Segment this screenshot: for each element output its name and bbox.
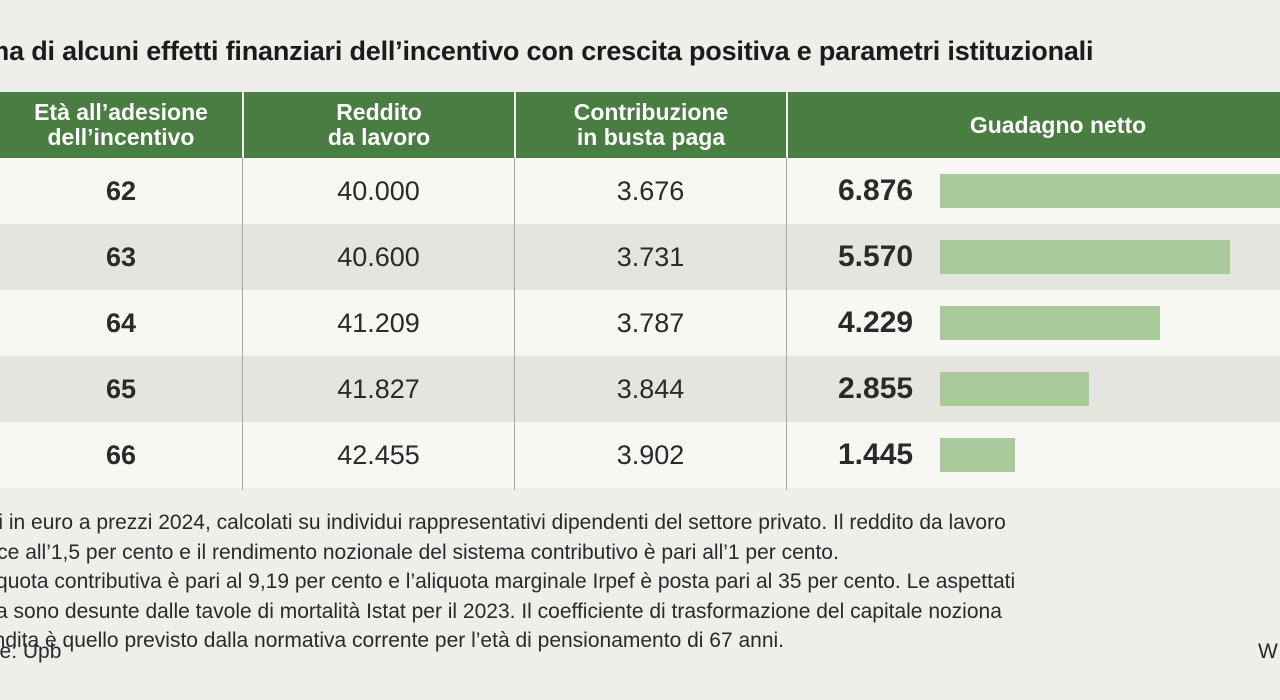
contribution-cell: 3.676 [616, 175, 685, 206]
age-cell: 62 [105, 175, 137, 206]
footnote-line: rendita è quello previsto dalla normativ… [0, 629, 784, 652]
gain-bar [940, 240, 1230, 274]
footnote-line: vita sono desunte dalle tavole di mortal… [0, 599, 1002, 623]
header-divider [242, 92, 244, 158]
income-cell: 40.600 [337, 241, 420, 272]
column-header-contribution: Contribuzione in busta paga [573, 99, 729, 150]
top-strip [0, 0, 1280, 14]
income-cell: 41.209 [337, 307, 420, 338]
gain-bar [940, 372, 1089, 406]
gain-value-label: 1.445 [838, 438, 914, 471]
header-divider [786, 92, 788, 158]
footnote-line: esce all’1,5 per cento e il rendimento n… [0, 540, 839, 564]
footnote-line: aliquota contributiva è pari al 9,19 per… [0, 570, 1016, 593]
contribution-cell: 3.731 [616, 241, 685, 272]
table-row: 65 41.827 3.844 2.855 [0, 356, 1280, 422]
table-row: 62 40.000 3.676 6.876 [0, 158, 1280, 224]
gain-value-label: 4.229 [838, 306, 914, 339]
gain-value-label: 2.855 [838, 372, 914, 405]
gain-value-label: 5.570 [838, 240, 914, 273]
contribution-cell: 3.787 [616, 307, 685, 338]
column-header-gain: Guadagno netto [969, 111, 1147, 138]
source-note: nte: Upb [0, 640, 62, 663]
contribution-cell: 3.902 [616, 439, 685, 470]
age-cell: 65 [105, 373, 137, 404]
age-cell: 66 [105, 439, 137, 470]
table-header: Età all’adesione dell’incentivo Reddito … [0, 92, 1280, 158]
contribution-cell: 3.844 [616, 373, 685, 404]
header-divider [514, 92, 516, 158]
age-cell: 64 [105, 307, 137, 338]
column-divider [786, 158, 787, 490]
column-divider [242, 158, 243, 490]
footnote-line: lori in euro a prezzi 2024, calcolati su… [0, 511, 1006, 534]
column-header-income: Reddito da lavoro [327, 99, 431, 150]
brand-mark: W [1258, 640, 1278, 663]
income-cell: 40.000 [337, 175, 420, 206]
column-divider [514, 158, 515, 490]
table-row: 64 41.209 3.787 4.229 [0, 290, 1280, 356]
gain-bar [940, 306, 1160, 340]
table-row: 63 40.600 3.731 5.570 [0, 224, 1280, 290]
gain-value-label: 6.876 [838, 174, 914, 207]
column-header-age: Età all’adesione dell’incentivo [34, 99, 208, 150]
age-cell: 63 [105, 241, 137, 272]
income-cell: 41.827 [337, 373, 420, 404]
gain-bar [940, 438, 1015, 472]
footnotes: lori in euro a prezzi 2024, calcolati su… [0, 508, 1280, 656]
chart-title: ima di alcuni effetti finanziari dell’in… [0, 36, 1094, 66]
income-cell: 42.455 [337, 439, 420, 470]
gain-bar [940, 174, 1280, 208]
table-row: 66 42.455 3.902 1.445 [0, 422, 1280, 488]
